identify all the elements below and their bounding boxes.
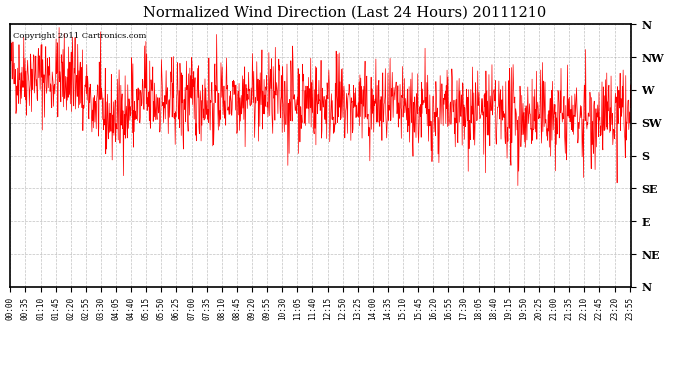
Text: Copyright 2011 Cartronics.com: Copyright 2011 Cartronics.com	[14, 32, 147, 40]
Text: Normalized Wind Direction (Last 24 Hours) 20111210: Normalized Wind Direction (Last 24 Hours…	[144, 6, 546, 20]
